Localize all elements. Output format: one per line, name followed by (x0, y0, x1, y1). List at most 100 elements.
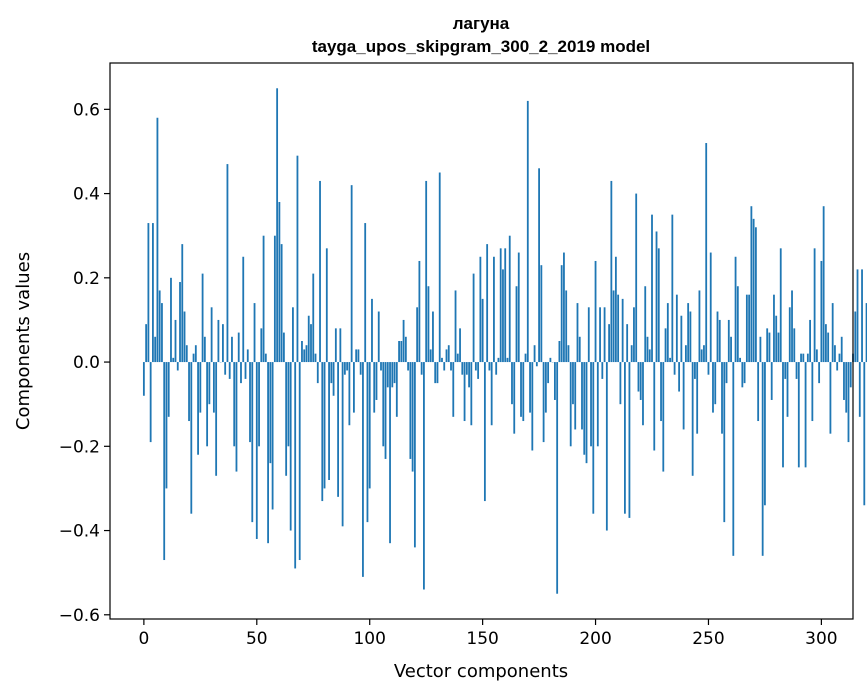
bar-65 (289, 362, 292, 531)
bar-156 (495, 362, 498, 375)
bar-48 (251, 362, 254, 523)
bar-47 (249, 362, 251, 443)
bar-261 (732, 362, 735, 556)
bar-291 (800, 353, 802, 363)
bar-320 (865, 303, 867, 363)
bar-310 (843, 362, 845, 400)
bar-135 (447, 345, 450, 363)
bar-130 (436, 362, 439, 384)
bar-231 (664, 328, 667, 363)
bar-71 (303, 349, 306, 363)
bar-194 (581, 362, 583, 430)
bar-54 (264, 353, 267, 363)
bar-227 (655, 231, 658, 363)
bar-241 (687, 303, 690, 363)
y-tick-label: −0.6 (59, 606, 100, 626)
bar-37 (226, 164, 229, 363)
bar-275 (764, 362, 766, 506)
bar-235 (673, 362, 676, 375)
bar-88 (341, 362, 344, 527)
x-axis: 0 50 100 150 200 250 300 (138, 619, 838, 649)
bar-126 (427, 286, 430, 363)
bar-265 (741, 362, 744, 388)
bar-166 (517, 252, 520, 363)
bar-218 (635, 193, 638, 363)
bar-263 (736, 286, 739, 363)
bar-287 (791, 290, 793, 363)
bar-18 (183, 311, 186, 363)
bar-278 (770, 362, 773, 400)
bar-296 (811, 362, 814, 422)
bar-102 (373, 362, 376, 413)
bar-255 (718, 319, 721, 363)
bar-157 (497, 357, 500, 363)
bar-293 (804, 362, 807, 468)
bar-120 (413, 362, 416, 548)
bar-189 (569, 362, 572, 447)
bar-237 (678, 362, 681, 392)
bar-8 (161, 303, 163, 363)
bar-253 (714, 362, 717, 405)
bar-221 (642, 362, 644, 426)
bar-115 (402, 319, 405, 363)
bar-2 (147, 223, 150, 363)
bar-250 (707, 362, 710, 375)
bar-269 (750, 206, 753, 363)
bar-210 (617, 294, 620, 363)
bar-6 (156, 117, 159, 363)
bar-77 (316, 362, 319, 384)
bar-137 (452, 362, 455, 417)
bar-128 (432, 311, 434, 363)
bar-319 (863, 362, 866, 506)
bar-270 (752, 218, 755, 363)
bar-19 (185, 345, 188, 363)
bar-70 (301, 341, 303, 363)
chart-title: лагуна (453, 14, 510, 33)
bar-311 (845, 362, 848, 413)
bar-283 (782, 362, 784, 468)
bar-245 (696, 362, 699, 434)
bar-256 (721, 362, 723, 434)
bar-300 (820, 260, 823, 363)
bar-109 (389, 362, 391, 544)
bar-224 (648, 349, 651, 363)
bars-group (142, 88, 867, 594)
bar-167 (520, 362, 522, 417)
bar-23 (194, 345, 197, 363)
y-tick-label: 0.2 (73, 269, 100, 289)
bar-273 (759, 336, 762, 363)
bar-230 (662, 362, 665, 472)
bar-80 (323, 362, 326, 489)
bar-134 (445, 349, 448, 363)
bar-110 (391, 362, 394, 388)
bar-259 (727, 319, 730, 363)
bar-222 (644, 286, 647, 363)
bar-301 (822, 206, 825, 363)
bar-57 (271, 362, 274, 510)
bar-61 (280, 244, 283, 363)
bar-58 (273, 235, 276, 363)
bar-93 (353, 362, 355, 413)
bar-29 (208, 362, 211, 405)
bar-20 (188, 362, 190, 422)
bar-294 (806, 353, 809, 363)
bar-36 (224, 362, 227, 375)
bar-5 (154, 336, 157, 363)
bar-46 (246, 349, 249, 363)
bar-204 (603, 307, 606, 363)
bar-44 (242, 256, 245, 363)
bar-217 (633, 307, 635, 363)
bar-97 (362, 362, 364, 577)
bar-292 (802, 353, 805, 363)
bar-67 (294, 362, 297, 569)
bar-306 (834, 345, 836, 363)
bar-249 (705, 143, 708, 363)
bar-180 (549, 357, 552, 363)
x-tick-label: 200 (579, 629, 611, 649)
bar-98 (364, 223, 367, 363)
bar-147 (474, 362, 477, 371)
bar-73 (307, 315, 310, 363)
bar-200 (594, 260, 597, 363)
bar-160 (504, 248, 507, 363)
bar-142 (463, 362, 466, 422)
